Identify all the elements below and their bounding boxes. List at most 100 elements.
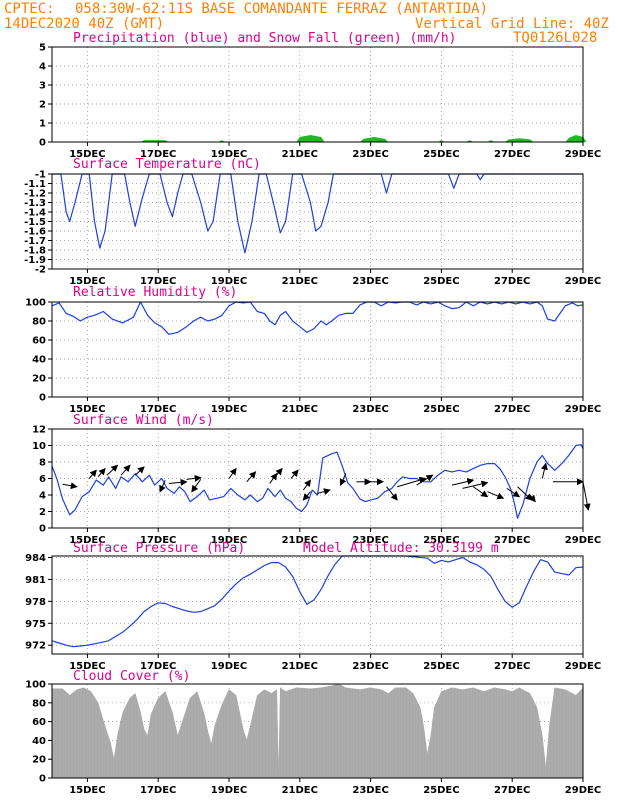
wind-vector-arrow [106,464,119,476]
press-frame [51,555,584,655]
wind-title: Surface Wind (m/s) [73,413,214,428]
temp-xtick-label: 19DEC [211,276,247,287]
cloud-xtick-label: 19DEC [211,785,247,796]
press-xtick-label: 23DEC [352,661,388,672]
precip-xtick-label: 19DEC [211,149,247,160]
rh-frame [51,301,584,398]
header-cptec: CPTEC: [4,1,55,17]
rh-xtick-label: 17DEC [140,404,176,415]
temp-ytick-label: -1.7 [24,236,46,247]
temp-xtick-label: 27DEC [494,276,530,287]
wind-vector-arrow [397,476,427,488]
wind-vector-arrow [274,467,283,478]
wind-vector-arrow [62,482,78,490]
wind-xtick-label: 15DEC [69,535,105,546]
header-run-code: TQ0126L028 [513,30,597,46]
rh-xtick-label: 27DEC [494,404,530,415]
temperature-title: Surface Temperature (nC) [73,157,261,172]
wind-vector-arrow [134,466,145,476]
temp-xtick-label: 25DEC [423,276,459,287]
wind-xtick-label: 27DEC [494,535,530,546]
wind-vector-arrow [191,479,202,493]
humidity-title: Relative Humidity (%) [73,285,237,300]
wind-panel: 0 2 4 6 8 10 12 15DEC 17DEC 19DEC 21DEC 23DEC 25DEC 2… [32,425,601,547]
temp-xtick-label: 15DEC [69,276,105,287]
wind-ytick-label: 10 [32,441,46,452]
precip-ytick-label: 0 [39,138,46,149]
wind-vector-arrow [506,487,521,498]
temp-ytick-label: -1 [35,170,46,181]
wind-vector-arrow [317,488,331,495]
rh-ytick-label: 40 [32,355,46,366]
cloud-ytick-label: 20 [32,755,46,766]
wind-vector-arrow [228,467,237,479]
rh-ytick-label: 0 [39,393,46,404]
header-location: 058:30W-62:11S BASE COMANDANTE FERRAZ (A… [75,1,488,17]
rh-xtick-label: 15DEC [69,404,105,415]
temp-xtick-label: 29DEC [565,276,601,287]
rh-xtick-label: 19DEC [211,404,247,415]
wind-ytick-label: 12 [32,425,46,436]
wind-ytick-label: 2 [39,507,46,518]
press-ytick-label: 984 [25,553,46,564]
precip-xtick-label: 29DEC [565,149,601,160]
wind-vector-arrow [472,486,489,498]
cloud-ytick-label: 60 [32,717,46,728]
wind-vector-arrow [462,480,489,489]
wind-vector-arrow [487,491,505,500]
rh-xtick-label: 23DEC [352,404,388,415]
wind-vector-arrow [246,471,257,483]
press-xtick-label: 29DEC [565,661,601,672]
rh-xtick-label: 25DEC [423,404,459,415]
temp-line [52,173,583,254]
temp-frame [51,173,584,270]
wind-vector-arrow [541,462,548,479]
header-init-time: 14DEC2020 40Z (GMT) [4,16,164,32]
cloud-xtick-label: 15DEC [69,785,105,796]
rh-xtick-label: 29DEC [565,404,601,415]
wind-vector-arrow [269,472,278,484]
cloud-cover-area [51,683,584,779]
cloud-ytick-label: 80 [32,698,46,709]
wind-vector-arrow [302,479,312,491]
precip-xtick-label: 17DEC [140,149,176,160]
temp-ytick-label: -1.5 [24,217,46,228]
precip-ytick-label: 4 [39,62,46,73]
snowfall-area [296,135,325,143]
wind-vector-arrow [339,473,347,487]
wind-vector-arrow [416,474,434,486]
temp-ytick-label: -1.4 [24,208,46,219]
rh-ytick-label: 20 [32,374,46,385]
pressure-panel: 972 975 978 981 984 15DEC 17DEC 19DEC 21DEC 23DEC… [25,553,601,672]
temp-xtick-label: 23DEC [352,276,388,287]
wind-xtick-label: 17DEC [140,535,176,546]
press-xtick-label: 17DEC [140,661,176,672]
wind-vector-arrow [528,494,536,503]
wind-vector-arrow [168,478,188,486]
wind-vector-arrow [88,469,97,479]
cloud-xtick-label: 21DEC [282,785,318,796]
rh-ytick-label: 80 [32,317,46,328]
temp-ytick-label: -2 [35,265,46,276]
rh-ytick-label: 100 [25,298,46,309]
cloud-ytick-label: 100 [25,680,46,691]
precip-ytick-label: 2 [39,100,46,111]
press-xtick-label: 21DEC [282,661,318,672]
cloud-title: Cloud Cover (%) [73,669,190,684]
press-xtick-label: 27DEC [494,661,530,672]
cloud-ytick-label: 40 [32,736,46,747]
wind-xtick-label: 29DEC [565,535,601,546]
temp-ytick-label: -1.6 [24,227,46,238]
precip-xtick-label: 25DEC [423,149,459,160]
wind-xtick-label: 25DEC [423,535,459,546]
cloud-xtick-label: 27DEC [494,785,530,796]
cloud-ytick-label: 0 [39,774,46,785]
wind-vector-arrow [582,481,591,511]
wind-ytick-label: 0 [39,524,46,535]
press-xtick-label: 15DEC [69,661,105,672]
precip-frame [51,46,584,143]
cloud-xtick-label: 29DEC [565,785,601,796]
cloud-xtick-label: 25DEC [423,785,459,796]
press-xtick-label: 19DEC [211,661,247,672]
wind-xtick-label: 21DEC [282,535,318,546]
